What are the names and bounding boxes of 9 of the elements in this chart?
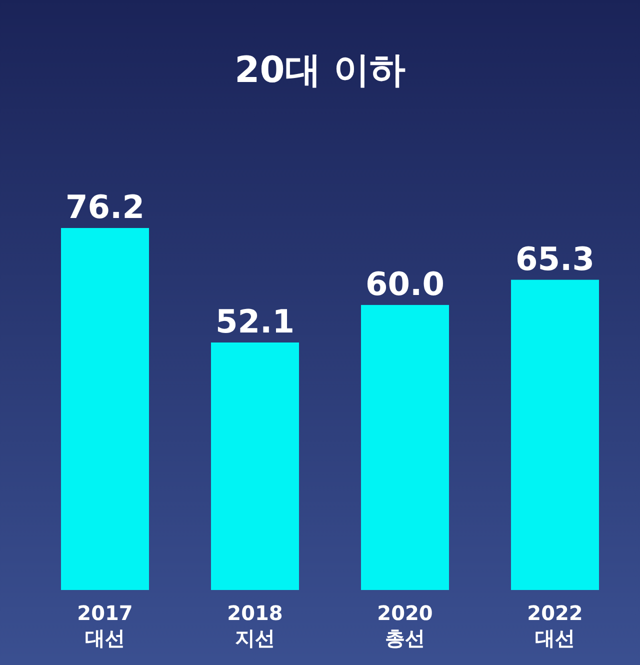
data-label: 76.2 bbox=[66, 188, 144, 226]
x-tick-label: 2018 지선 bbox=[227, 601, 283, 650]
x-tick-label: 2020 총선 bbox=[377, 601, 433, 650]
title: 20대 이하 bbox=[234, 50, 406, 91]
x-tick-label: 2017 대선 bbox=[77, 601, 133, 650]
data-label: 65.3 bbox=[516, 240, 594, 278]
data-label: 52.1 bbox=[216, 302, 294, 340]
data-label: 60.0 bbox=[366, 264, 444, 303]
x-tick-label: 2022 대선 bbox=[527, 601, 583, 650]
